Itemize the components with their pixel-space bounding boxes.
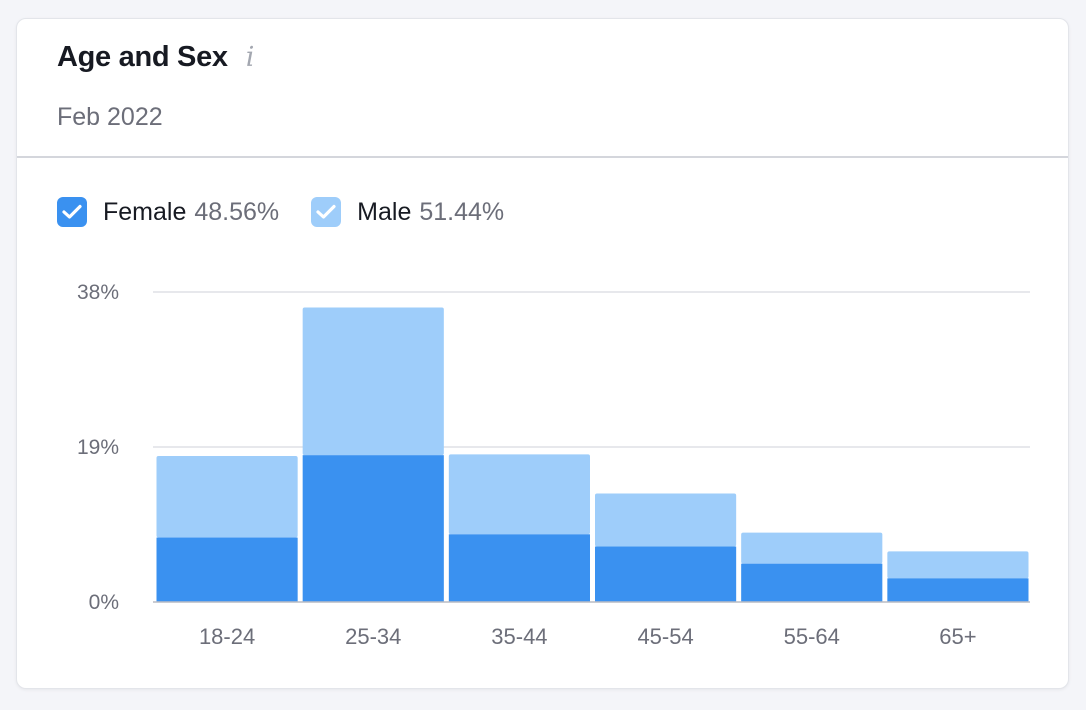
legend-label-female: Female [103, 197, 187, 226]
x-tick-label: 25-34 [345, 624, 401, 649]
x-tick-label: 18-24 [199, 624, 255, 649]
bar-male-18-24 [156, 455, 298, 538]
checkmark-icon [62, 204, 82, 219]
age-sex-card: Age and Sex i Feb 2022 Female 48.56% Mal… [16, 18, 1069, 689]
card-header: Age and Sex i Feb 2022 [17, 19, 1068, 158]
y-tick-label: 19% [77, 436, 119, 459]
y-tick-label: 0% [89, 591, 119, 614]
legend-label-male: Male [357, 197, 412, 226]
chart-legend: Female 48.56% Male 51.44% [57, 197, 536, 227]
bar-male-25-34 [302, 307, 444, 456]
bar-female-35-44 [448, 534, 590, 602]
bar-female-55-64 [741, 563, 883, 602]
legend-item-male[interactable]: Male 51.44% [311, 197, 504, 227]
card-subtitle: Feb 2022 [57, 103, 163, 131]
bar-female-45-54 [595, 546, 737, 602]
title-row: Age and Sex i [57, 41, 254, 74]
y-tick-label: 38% [77, 281, 119, 304]
checkmark-icon [316, 204, 336, 219]
x-tick-label: 35-44 [491, 624, 547, 649]
x-tick-label: 65+ [939, 624, 976, 649]
bar-male-55-64 [741, 532, 883, 564]
bar-female-18-24 [156, 537, 298, 602]
legend-percent-female: 48.56% [194, 197, 280, 226]
female-checkbox[interactable] [57, 197, 87, 227]
bar-female-25-34 [302, 455, 444, 602]
x-tick-label: 55-64 [784, 624, 840, 649]
bar-female-65+ [887, 578, 1029, 602]
info-icon[interactable]: i [245, 42, 255, 73]
bar-male-65+ [887, 551, 1029, 579]
bar-male-35-44 [448, 454, 590, 535]
x-tick-label: 45-54 [637, 624, 693, 649]
bar-chart: 0% 19% 38% 18-24 25-34 35-44 45-54 55-64 65+ [77, 281, 1030, 649]
legend-item-female[interactable]: Female 48.56% [57, 197, 279, 227]
legend-percent-male: 51.44% [419, 197, 505, 226]
card-title: Age and Sex [57, 41, 228, 73]
male-checkbox[interactable] [311, 197, 342, 227]
bar-male-45-54 [595, 493, 737, 547]
